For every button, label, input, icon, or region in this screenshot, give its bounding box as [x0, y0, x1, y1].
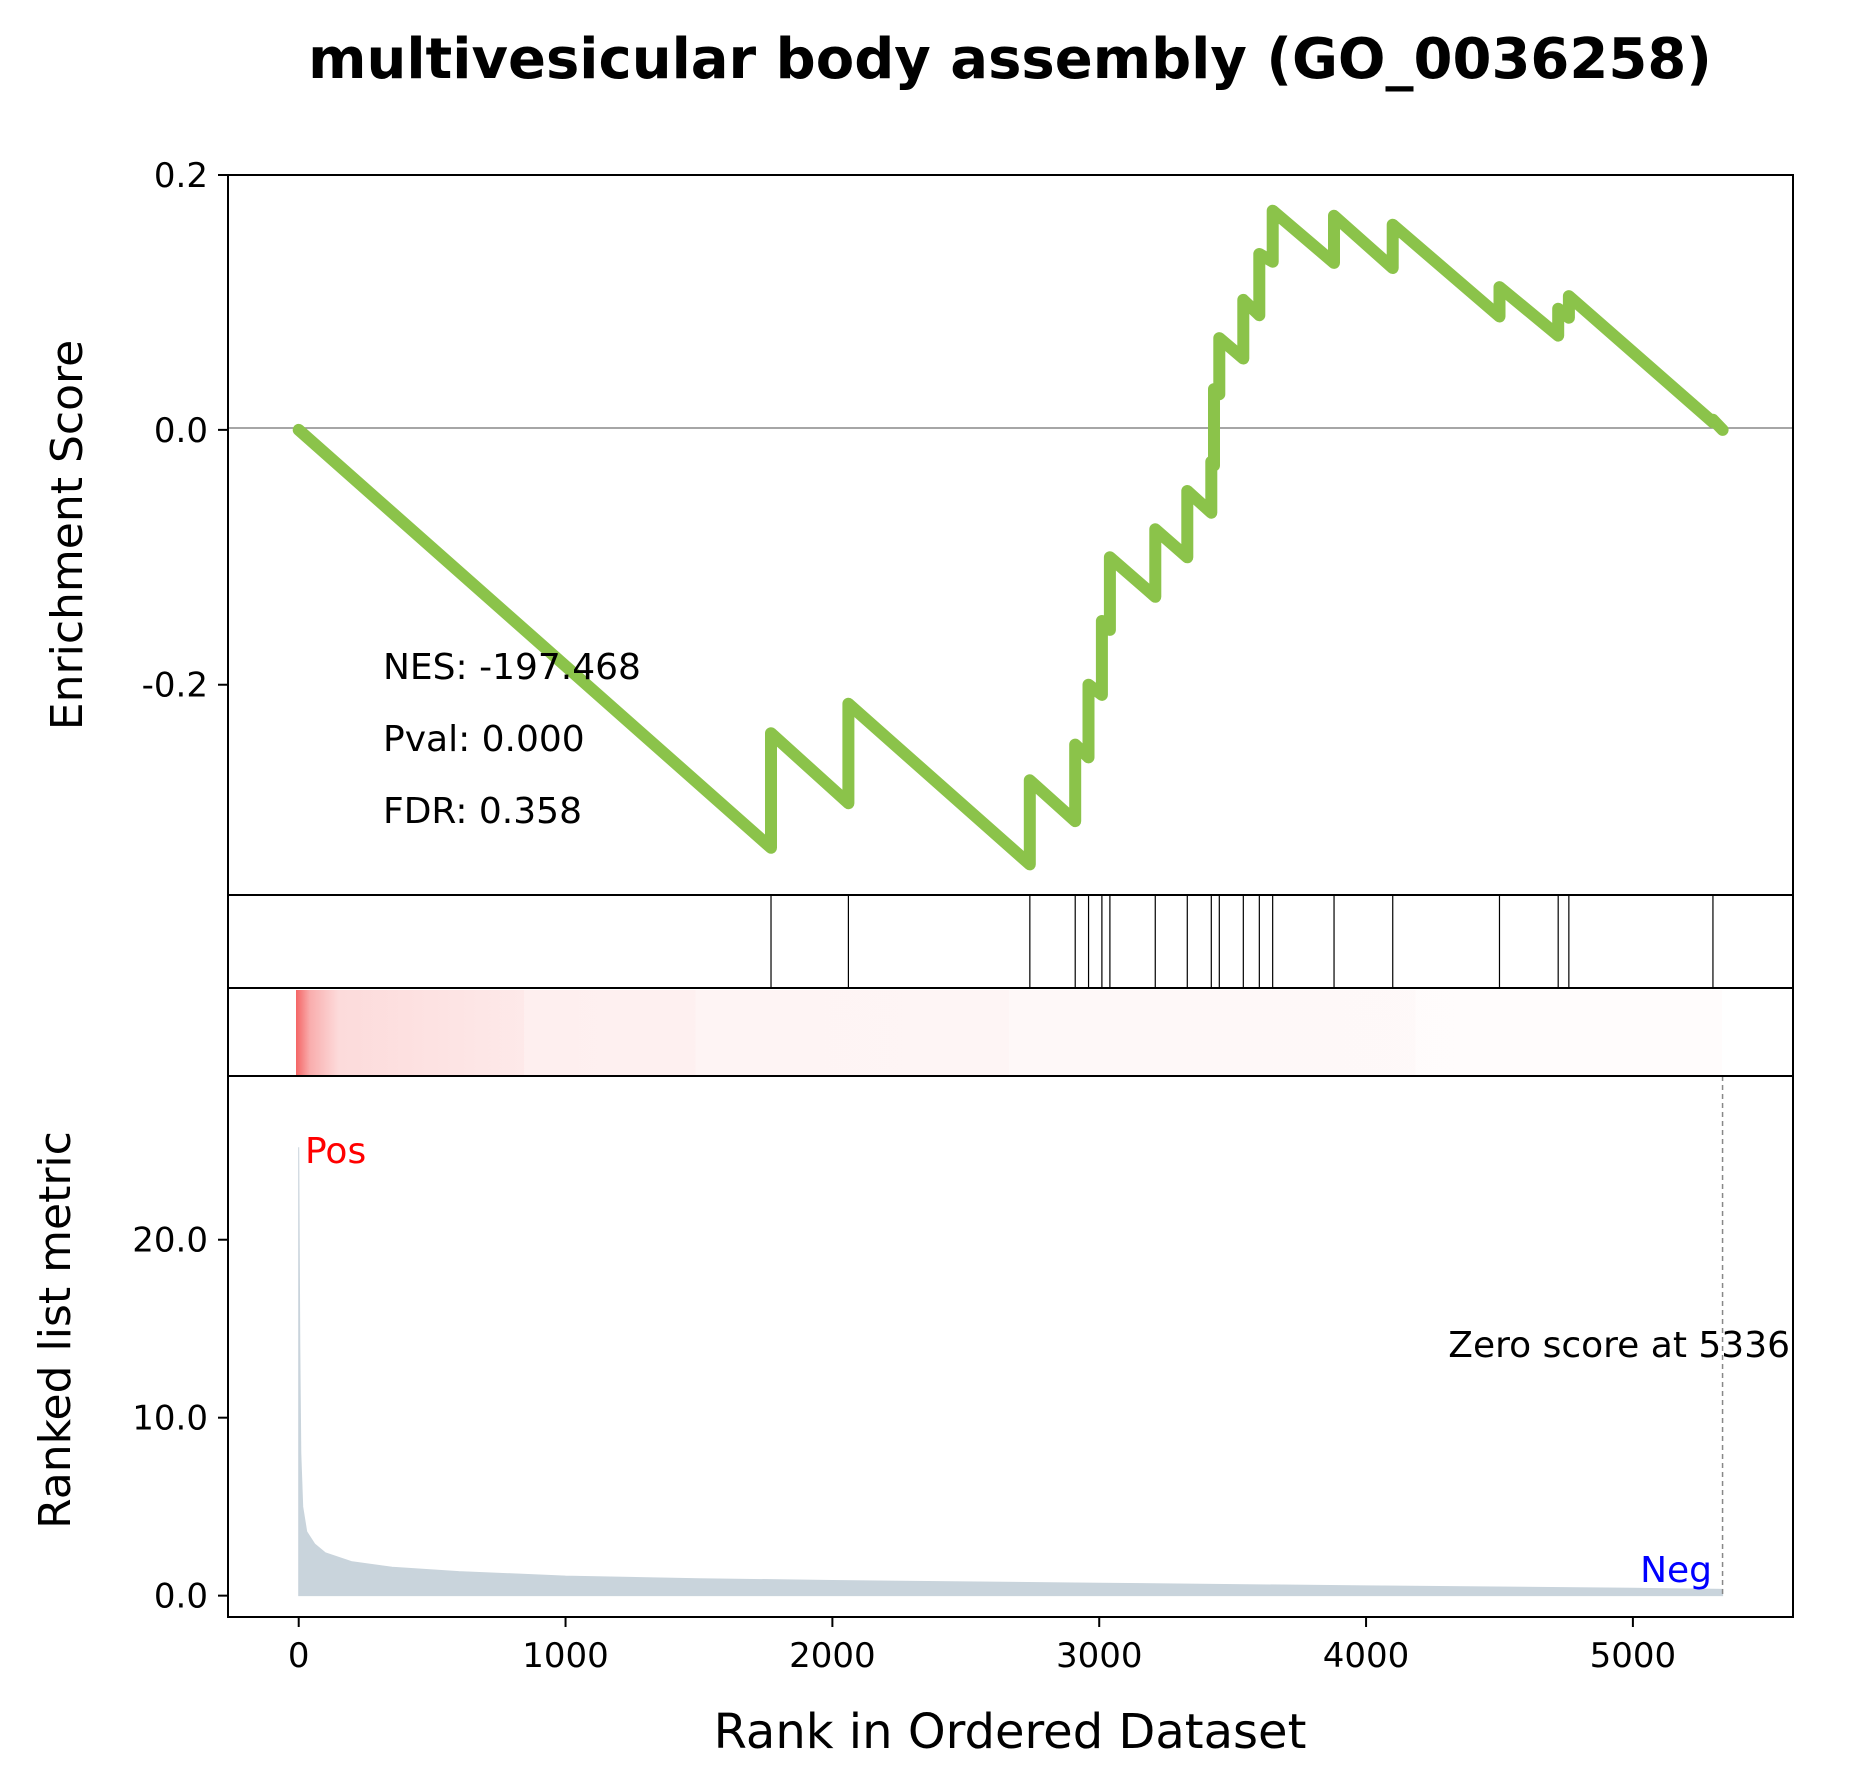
nes-label: NES: -197.468: [383, 647, 641, 688]
es-panel-frame: [227, 174, 1794, 896]
zero-score-label: Zero score at 5336: [1448, 1325, 1790, 1366]
ranked-metric-area: [298, 1147, 1724, 1597]
chart-title: multivesicular body assembly (GO_0036258…: [308, 27, 1712, 92]
x-tick-label: 1000: [522, 1636, 609, 1676]
x-tick-label: 4000: [1323, 1636, 1410, 1676]
metric-panel-frame: [227, 1075, 1794, 1618]
metric-y-tick-label: 10.0: [132, 1399, 208, 1439]
metric-y-axis-label: Ranked list metric: [30, 1131, 81, 1529]
x-tick-label: 5000: [1590, 1636, 1677, 1676]
es-y-axis-label: Enrichment Score: [42, 340, 93, 730]
metric-panel: 0.0 10.0 20.0 0 1000 2000 3000 4000 5000 Ranked…: [30, 988, 1794, 1760]
es-panel: 0.2 0.0 -0.2 Enrichment Score NES: -197.46…: [42, 156, 1794, 896]
es-line-series: [292, 204, 1729, 871]
es-y-ticks: 0.2 0.0 -0.2: [142, 156, 228, 706]
metric-y-ticks: 0.0 10.0 20.0: [132, 1221, 228, 1617]
x-tick-label: 3000: [1056, 1636, 1143, 1676]
x-axis-ticks: 0 1000 2000 3000 4000 5000: [288, 1617, 1676, 1676]
es-y-tick-label: 0.2: [154, 156, 208, 196]
hits-panel: [227, 894, 1794, 989]
x-tick-label: 2000: [789, 1636, 876, 1676]
fdr-label: FDR: 0.358: [383, 791, 582, 832]
pos-label: Pos: [305, 1131, 366, 1172]
neg-label: Neg: [1640, 1550, 1712, 1591]
rank-heatmap-bar: [296, 990, 1722, 1076]
x-tick-label: 0: [288, 1636, 310, 1676]
es-y-tick-label: -0.2: [142, 666, 208, 706]
metric-y-tick-label: 20.0: [132, 1221, 208, 1261]
x-axis-label: Rank in Ordered Dataset: [714, 1704, 1307, 1760]
metric-y-tick-label: 0.0: [154, 1577, 208, 1617]
es-y-tick-label: 0.0: [154, 411, 208, 451]
hits-panel-frame: [227, 894, 1794, 989]
pval-label: Pval: 0.000: [383, 719, 585, 760]
hit-lines: [770, 895, 1714, 988]
